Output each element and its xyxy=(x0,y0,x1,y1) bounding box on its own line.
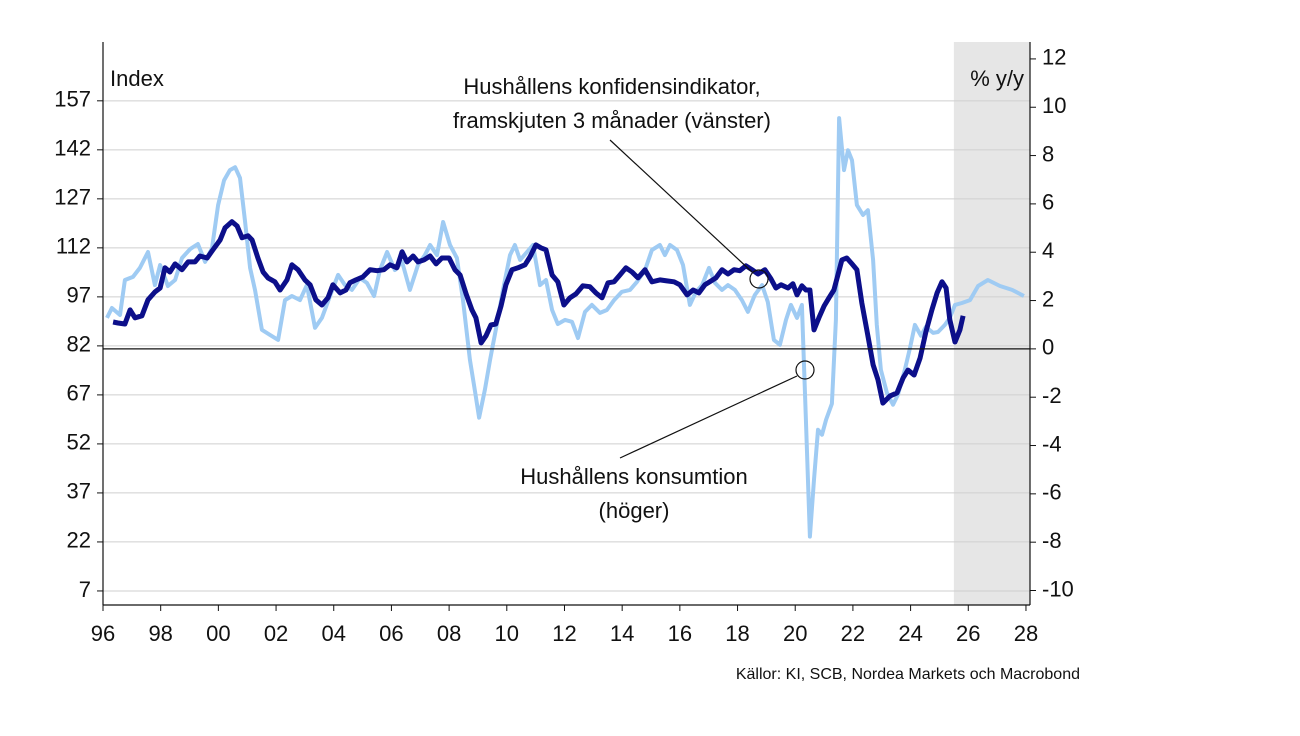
source-note: Källor: KI, SCB, Nordea Markets och Macr… xyxy=(736,666,1080,683)
highlight-circle xyxy=(795,360,815,380)
y-tick-label: 157 xyxy=(54,87,91,112)
y2-tick-label: -4 xyxy=(1042,431,1062,456)
annotation: (höger) xyxy=(599,498,670,523)
annotation: Hushållens konfidensindikator, xyxy=(463,74,760,99)
annotation: Hushållens konsumtion xyxy=(520,464,747,489)
y-tick-label: 7 xyxy=(79,577,91,602)
y-tick-label: 127 xyxy=(54,185,91,210)
x-tick-label: 10 xyxy=(495,621,519,646)
x-tick-label: 14 xyxy=(610,621,634,646)
x-tick-label: 00 xyxy=(206,621,230,646)
y2-tick-label: -10 xyxy=(1042,576,1074,601)
series-line xyxy=(105,116,1025,539)
y2-tick-label: 2 xyxy=(1042,286,1054,311)
highlight-circle xyxy=(749,269,769,289)
x-tick-label: 22 xyxy=(841,621,865,646)
y-tick-label: 112 xyxy=(56,234,91,259)
y2-tick-label: 10 xyxy=(1042,93,1066,118)
y2-tick-label: 6 xyxy=(1042,190,1054,215)
y-tick-label: 142 xyxy=(54,136,91,161)
y-tick-label: 22 xyxy=(67,528,91,553)
x-tick-label: 06 xyxy=(379,621,403,646)
x-tick-label: 96 xyxy=(91,621,115,646)
y2-tick-label: 8 xyxy=(1042,141,1054,166)
y-tick-label: 37 xyxy=(67,479,91,504)
series-line xyxy=(112,219,966,406)
y2-tick-label: -6 xyxy=(1042,480,1062,505)
y2-tick-label: -8 xyxy=(1042,528,1062,553)
x-tick-label: 16 xyxy=(668,621,692,646)
y-tick-label: 67 xyxy=(67,381,91,406)
x-tick-label: 02 xyxy=(264,621,288,646)
y-tick-label: 52 xyxy=(67,430,91,455)
x-tick-label: 08 xyxy=(437,621,461,646)
y2-tick-label: -2 xyxy=(1042,383,1062,408)
forecast-shade xyxy=(953,42,1030,605)
leader-line xyxy=(619,375,798,459)
x-tick-label: 26 xyxy=(956,621,980,646)
x-tick-label: 98 xyxy=(148,621,172,646)
x-tick-label: 12 xyxy=(552,621,576,646)
annotation: framskjuten 3 månader (vänster) xyxy=(453,108,771,133)
y2-tick-label: 0 xyxy=(1042,335,1054,360)
x-tick-label: 28 xyxy=(1014,621,1038,646)
y-tick-label: 97 xyxy=(67,283,91,308)
y2-axis-title: % y/y xyxy=(970,66,1024,91)
x-tick-label: 18 xyxy=(725,621,749,646)
y-axis-title: Index xyxy=(110,66,164,91)
y2-tick-label: 12 xyxy=(1042,45,1066,70)
leader-line xyxy=(609,139,753,273)
y-tick-label: 82 xyxy=(67,332,91,357)
x-tick-label: 04 xyxy=(321,621,345,646)
x-tick-label: 20 xyxy=(783,621,807,646)
background-layer xyxy=(103,42,1030,605)
y2-tick-label: 4 xyxy=(1042,238,1054,263)
x-tick-label: 24 xyxy=(898,621,922,646)
